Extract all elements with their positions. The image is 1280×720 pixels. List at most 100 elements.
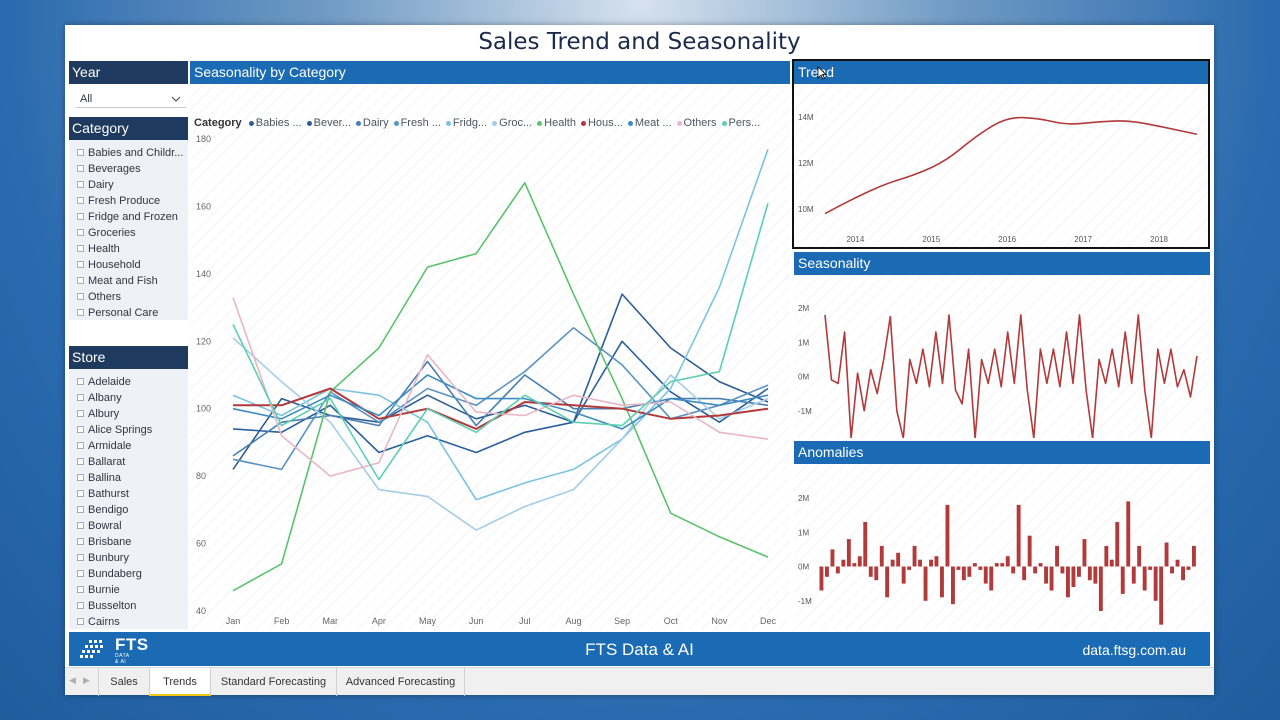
checkbox[interactable] [77, 245, 84, 252]
trend-panel[interactable]: 10M 12M 14M 2014 2015 2016 2017 2018 [794, 84, 1210, 249]
category-item[interactable]: Fresh Produce [69, 193, 188, 209]
anomaly-bar[interactable] [994, 563, 999, 567]
anomaly-bar[interactable] [1011, 566, 1016, 574]
tab-standard-forecasting[interactable]: Standard Forecasting [211, 668, 337, 696]
anomaly-bar[interactable] [956, 566, 961, 570]
checkbox[interactable] [77, 426, 84, 433]
anomaly-bar[interactable] [907, 566, 912, 570]
anomaly-bar[interactable] [1087, 566, 1092, 581]
anomaly-bar[interactable] [989, 566, 994, 591]
anomaly-bar[interactable] [1027, 535, 1032, 567]
anomaly-bar[interactable] [1000, 563, 1005, 567]
series-line[interactable] [232, 182, 769, 592]
store-item[interactable]: Bowral [69, 518, 188, 534]
category-item[interactable]: Fridge and Frozen [69, 209, 188, 225]
series-line[interactable] [232, 360, 769, 457]
store-item[interactable]: Ballina [69, 470, 188, 486]
store-item[interactable]: Albany [69, 390, 188, 406]
anomaly-bar[interactable] [967, 566, 972, 577]
store-item[interactable]: Busselton [69, 598, 188, 614]
tab-sales[interactable]: Sales [98, 668, 150, 696]
anomaly-bar[interactable] [1044, 566, 1048, 584]
checkbox[interactable] [77, 378, 84, 385]
checkbox[interactable] [77, 442, 84, 449]
anomaly-bar[interactable] [857, 556, 862, 567]
anomaly-bar[interactable] [934, 556, 939, 567]
checkbox[interactable] [77, 181, 84, 188]
legend-item[interactable]: Babies ... [248, 117, 302, 129]
store-item[interactable]: Ballarat [69, 454, 188, 470]
checkbox[interactable] [77, 213, 84, 220]
anomaly-bar[interactable] [874, 566, 879, 581]
anomaly-bar[interactable] [1071, 566, 1076, 588]
tab-advanced-forecasting[interactable]: Advanced Forecasting [337, 668, 465, 696]
anomaly-bar[interactable] [1186, 566, 1191, 570]
store-item[interactable]: Armidale [69, 438, 188, 454]
category-item[interactable]: Meat and Fish [69, 273, 188, 289]
anomaly-bar[interactable] [1082, 539, 1087, 567]
store-item[interactable]: Albury [69, 406, 188, 422]
category-item[interactable]: Household [69, 257, 188, 273]
category-item[interactable]: Beverages [69, 161, 188, 177]
store-item[interactable]: Bunbury [69, 550, 188, 566]
series-line[interactable] [233, 387, 769, 430]
checkbox[interactable] [77, 570, 84, 577]
legend-item[interactable]: Hous... [580, 117, 623, 129]
checkbox[interactable] [77, 165, 84, 172]
legend-item[interactable]: Dairy [355, 117, 389, 129]
seasonality-line[interactable] [824, 314, 1198, 438]
legend-item[interactable]: Fresh ... [393, 117, 441, 129]
checkbox[interactable] [77, 458, 84, 465]
trend-line[interactable] [824, 116, 1198, 215]
anomaly-bar[interactable] [961, 566, 966, 581]
checkbox[interactable] [77, 410, 84, 417]
legend-item[interactable]: Bever... [306, 117, 351, 129]
checkbox[interactable] [77, 309, 84, 316]
anomaly-bar[interactable] [1170, 566, 1174, 574]
checkbox[interactable] [77, 293, 84, 300]
checkbox[interactable] [77, 554, 84, 561]
checkbox[interactable] [77, 538, 84, 545]
anomaly-bar[interactable] [879, 545, 884, 567]
anomaly-bar[interactable] [890, 559, 895, 567]
legend-item[interactable]: Others [676, 117, 717, 129]
anomaly-bar[interactable] [1115, 522, 1120, 567]
year-dropdown[interactable]: All [76, 90, 186, 108]
anomaly-bar[interactable] [896, 552, 901, 567]
legend-item[interactable]: Pers... [721, 117, 760, 129]
checkbox[interactable] [77, 522, 84, 529]
checkbox[interactable] [77, 229, 84, 236]
legend-item[interactable]: Groc... [492, 117, 532, 129]
checkbox[interactable] [77, 261, 84, 268]
anomaly-bar[interactable] [923, 566, 928, 601]
anomaly-bar[interactable] [1192, 545, 1196, 567]
anomaly-bar[interactable] [1055, 545, 1059, 567]
checkbox[interactable] [77, 618, 84, 625]
anomaly-bar[interactable] [1098, 566, 1103, 612]
checkbox[interactable] [77, 602, 84, 609]
anomaly-bar[interactable] [1066, 566, 1070, 598]
category-item[interactable]: Others [69, 289, 188, 305]
anomaly-bar[interactable] [835, 566, 840, 574]
series-line[interactable] [232, 374, 769, 430]
category-item[interactable]: Health [69, 241, 188, 257]
series-line[interactable] [232, 337, 769, 531]
anomaly-bar[interactable] [1148, 566, 1153, 570]
anomaly-bar[interactable] [972, 563, 977, 567]
anomaly-bar[interactable] [1049, 566, 1054, 591]
store-item[interactable]: Cairns [69, 614, 188, 629]
anomaly-bar[interactable] [1033, 566, 1038, 574]
anomaly-bar[interactable] [852, 563, 857, 567]
legend-item[interactable]: Meat ... [627, 117, 672, 129]
anomaly-bar[interactable] [1060, 566, 1065, 574]
checkbox[interactable] [77, 197, 84, 204]
anomaly-bar[interactable] [1142, 566, 1147, 591]
anomaly-bar[interactable] [929, 559, 933, 567]
category-item[interactable]: Babies and Childr... [69, 145, 188, 161]
anomaly-bar[interactable] [1022, 566, 1027, 581]
anomaly-bar[interactable] [983, 566, 988, 584]
anomaly-bar[interactable] [945, 504, 950, 567]
category-item[interactable]: Dairy [69, 177, 188, 193]
legend-item[interactable]: Fridg... [445, 117, 487, 129]
checkbox[interactable] [77, 490, 84, 497]
